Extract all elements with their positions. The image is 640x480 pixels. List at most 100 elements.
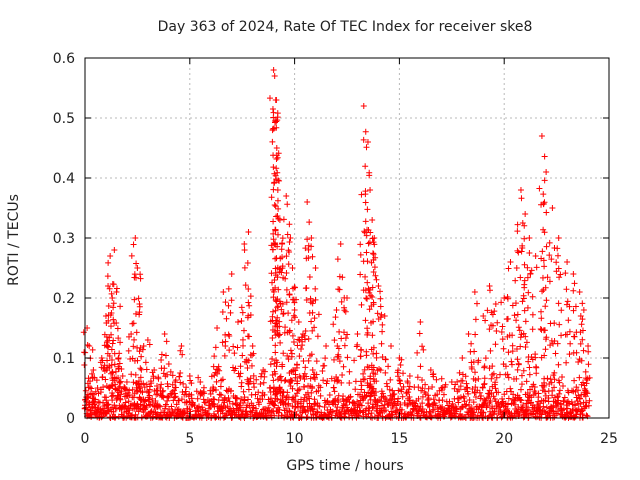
- cluster-point: [125, 405, 132, 412]
- baseline-point: [152, 397, 159, 404]
- cluster-point: [274, 314, 281, 321]
- cluster-point: [485, 390, 492, 397]
- data-point: [270, 67, 277, 73]
- baseline-point: [461, 398, 468, 405]
- baseline-point: [304, 414, 311, 421]
- baseline-point: [279, 398, 286, 405]
- cluster-point: [279, 392, 286, 399]
- cluster-point: [456, 369, 463, 376]
- cluster-point: [286, 369, 293, 376]
- baseline-point: [356, 407, 363, 414]
- cluster-point: [116, 350, 123, 357]
- cluster-point: [273, 390, 280, 397]
- cluster-point: [352, 378, 359, 385]
- cluster-point: [280, 388, 287, 395]
- cluster-point: [270, 230, 277, 237]
- cluster-point: [346, 379, 353, 386]
- cluster-point: [430, 396, 437, 403]
- cluster-point: [219, 308, 226, 315]
- data-point: [388, 343, 395, 349]
- cluster-point: [503, 316, 510, 323]
- baseline-point: [518, 372, 525, 379]
- cluster-point: [269, 313, 276, 320]
- y-axis-label: ROTI / TECUs: [6, 194, 22, 286]
- cluster-point: [313, 371, 320, 378]
- cluster-point: [519, 220, 526, 227]
- cluster-point: [334, 353, 341, 360]
- baseline-point: [178, 396, 185, 403]
- cluster-point: [241, 247, 248, 254]
- cluster-point: [577, 340, 584, 347]
- cluster-point: [260, 379, 267, 386]
- cluster-point: [89, 346, 96, 353]
- cluster-point: [570, 287, 577, 294]
- baseline-point: [504, 405, 511, 412]
- cluster-point: [500, 361, 507, 368]
- cluster-point: [486, 326, 493, 333]
- baseline-point: [453, 406, 460, 413]
- cluster-point: [468, 405, 475, 412]
- baseline-point: [219, 410, 226, 417]
- cluster-point: [163, 411, 170, 418]
- cluster-point: [498, 329, 505, 336]
- baseline-point: [397, 401, 404, 408]
- cluster-point: [293, 296, 300, 303]
- cluster-point: [378, 340, 385, 347]
- cluster-point: [578, 357, 585, 364]
- cluster-point: [271, 276, 278, 283]
- baseline-point: [222, 413, 229, 420]
- cluster-point: [136, 394, 143, 401]
- cluster-point: [579, 327, 586, 334]
- cluster-point: [136, 405, 143, 412]
- cluster-point: [177, 370, 184, 376]
- cluster-point: [530, 381, 537, 388]
- cluster-point: [504, 371, 511, 378]
- cluster-point: [282, 377, 289, 384]
- y-tick-label: 0.3: [53, 231, 75, 247]
- cluster-point: [143, 381, 150, 388]
- cluster-point: [271, 179, 278, 186]
- baseline-point: [505, 374, 512, 381]
- cluster-point: [245, 299, 252, 306]
- cluster-point: [489, 311, 496, 318]
- cluster-point: [274, 212, 281, 219]
- cluster-point: [250, 350, 257, 357]
- cluster-point: [547, 376, 554, 383]
- cluster-point: [96, 399, 103, 406]
- cluster-point: [154, 387, 161, 394]
- cluster-point: [269, 355, 276, 362]
- cluster-point: [145, 389, 152, 396]
- cluster-point: [225, 302, 232, 309]
- cluster-point: [169, 409, 176, 416]
- cluster-point: [274, 359, 281, 366]
- cluster-point: [550, 372, 557, 379]
- cluster-point: [573, 384, 580, 391]
- baseline-point: [235, 407, 242, 414]
- cluster-point: [172, 393, 179, 400]
- baseline-point: [576, 374, 583, 381]
- cluster-point: [314, 333, 321, 340]
- cluster-point: [269, 372, 276, 379]
- cluster-point: [241, 264, 248, 271]
- baseline-point: [583, 412, 590, 419]
- cluster-point: [521, 281, 528, 288]
- cluster-point: [570, 333, 577, 340]
- cluster-point: [272, 342, 279, 349]
- cluster-point: [138, 366, 145, 373]
- cluster-point: [338, 298, 345, 305]
- cluster-point: [526, 364, 533, 371]
- cluster-point: [85, 394, 92, 401]
- cluster-point: [256, 410, 263, 417]
- cluster-point: [378, 311, 385, 318]
- data-point: [134, 265, 141, 271]
- cluster-point: [283, 269, 290, 276]
- cluster-point: [541, 177, 548, 184]
- cluster-point: [334, 378, 341, 385]
- cluster-point: [366, 169, 373, 176]
- cluster-point: [377, 303, 384, 310]
- cluster-point: [246, 333, 253, 340]
- cluster-point: [159, 388, 166, 395]
- baseline-point: [430, 406, 437, 413]
- cluster-point: [505, 349, 512, 356]
- cluster-point: [222, 343, 229, 350]
